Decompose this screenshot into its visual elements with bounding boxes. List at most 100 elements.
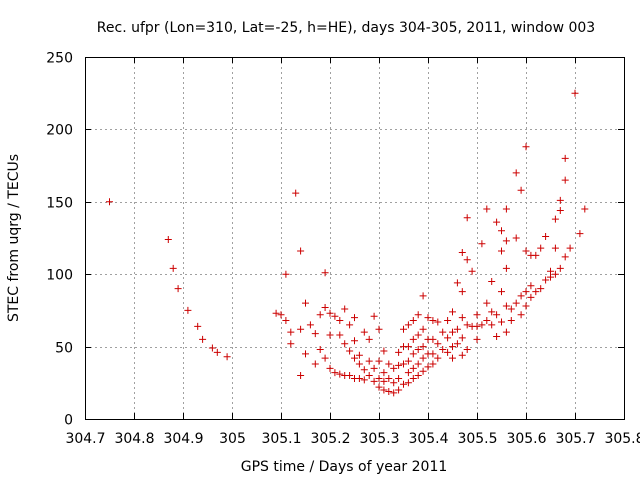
data-point xyxy=(551,215,559,223)
chart-title: Rec. ufpr (Lon=310, Lat=-25, h=HE), days… xyxy=(97,20,595,36)
data-point xyxy=(429,335,437,343)
data-point xyxy=(282,270,290,278)
data-point xyxy=(365,357,373,365)
data-point xyxy=(360,328,368,336)
data-point xyxy=(380,386,388,394)
data-point xyxy=(483,299,491,307)
data-point xyxy=(223,353,231,361)
y-tick-label: 200 xyxy=(46,123,73,139)
data-point xyxy=(493,218,501,226)
data-point xyxy=(537,285,545,293)
data-point xyxy=(463,345,471,353)
data-point xyxy=(316,311,324,319)
data-point xyxy=(414,311,422,319)
data-points xyxy=(106,89,589,397)
data-point xyxy=(542,233,550,241)
data-point xyxy=(473,322,481,330)
data-point xyxy=(355,374,363,382)
data-point xyxy=(556,206,564,214)
x-tick-label: 304.9 xyxy=(163,431,203,447)
data-point xyxy=(498,318,505,326)
data-point xyxy=(174,285,182,293)
data-point xyxy=(375,325,383,333)
data-point xyxy=(478,321,486,329)
data-point xyxy=(478,240,486,248)
data-point xyxy=(370,312,378,320)
data-point xyxy=(527,282,535,290)
data-point xyxy=(360,376,368,384)
data-point xyxy=(395,361,403,369)
y-tick-label: 150 xyxy=(46,196,73,212)
data-point xyxy=(409,335,417,343)
data-point xyxy=(351,337,358,345)
data-point xyxy=(375,383,383,391)
data-point xyxy=(522,247,530,255)
data-point xyxy=(527,293,535,301)
data-point xyxy=(449,343,456,351)
data-point xyxy=(551,244,559,252)
data-point xyxy=(542,276,550,284)
data-point xyxy=(444,334,452,342)
data-point xyxy=(414,331,422,339)
data-point xyxy=(208,344,216,352)
data-point xyxy=(341,305,349,313)
x-tick-label: 305.1 xyxy=(261,431,301,447)
data-point xyxy=(502,328,510,336)
data-point xyxy=(404,321,412,329)
data-point xyxy=(444,348,452,356)
data-point xyxy=(444,317,452,325)
data-point xyxy=(419,325,427,333)
data-point xyxy=(502,237,510,245)
data-point xyxy=(306,321,314,329)
data-point xyxy=(522,288,530,296)
y-tick-label: 0 xyxy=(64,413,73,429)
x-tick-label: 305.6 xyxy=(506,431,546,447)
data-point xyxy=(336,331,344,339)
y-tick-labels: 0 50 100 150 200 250 xyxy=(46,51,73,429)
data-point xyxy=(458,334,466,342)
data-point xyxy=(297,372,305,380)
data-point xyxy=(331,312,339,320)
data-point xyxy=(341,340,349,348)
data-point xyxy=(419,343,427,351)
data-point xyxy=(287,340,295,348)
data-point xyxy=(380,377,388,385)
data-point xyxy=(355,351,363,359)
data-point xyxy=(502,302,510,310)
data-point xyxy=(414,345,422,353)
data-point xyxy=(458,288,466,296)
data-point xyxy=(566,244,574,252)
data-point xyxy=(272,309,280,317)
data-point xyxy=(453,340,461,348)
data-point xyxy=(321,269,329,277)
data-point xyxy=(488,308,496,316)
data-point xyxy=(502,264,510,272)
data-point xyxy=(385,387,393,395)
data-point xyxy=(409,350,417,358)
data-point xyxy=(556,196,564,204)
data-point xyxy=(493,311,501,319)
data-point xyxy=(429,317,437,325)
data-point xyxy=(458,351,466,359)
data-point xyxy=(385,360,393,368)
data-point xyxy=(380,369,388,377)
data-point xyxy=(463,321,471,329)
data-point xyxy=(213,348,221,356)
data-point xyxy=(194,322,202,330)
data-point xyxy=(458,248,466,256)
x-tick-label: 305.5 xyxy=(457,431,497,447)
data-point xyxy=(507,305,515,313)
data-point xyxy=(395,348,403,356)
data-point xyxy=(468,267,476,275)
data-point xyxy=(561,154,569,162)
data-point xyxy=(390,364,398,372)
data-point xyxy=(370,364,378,372)
data-point xyxy=(390,389,398,397)
data-point xyxy=(414,372,422,380)
y-tick-label: 100 xyxy=(46,268,73,284)
data-point xyxy=(346,372,354,380)
x-axis-label: GPS time / Days of year 2011 xyxy=(241,459,448,475)
data-point xyxy=(532,288,540,296)
data-point xyxy=(424,314,432,322)
data-point xyxy=(414,360,422,368)
